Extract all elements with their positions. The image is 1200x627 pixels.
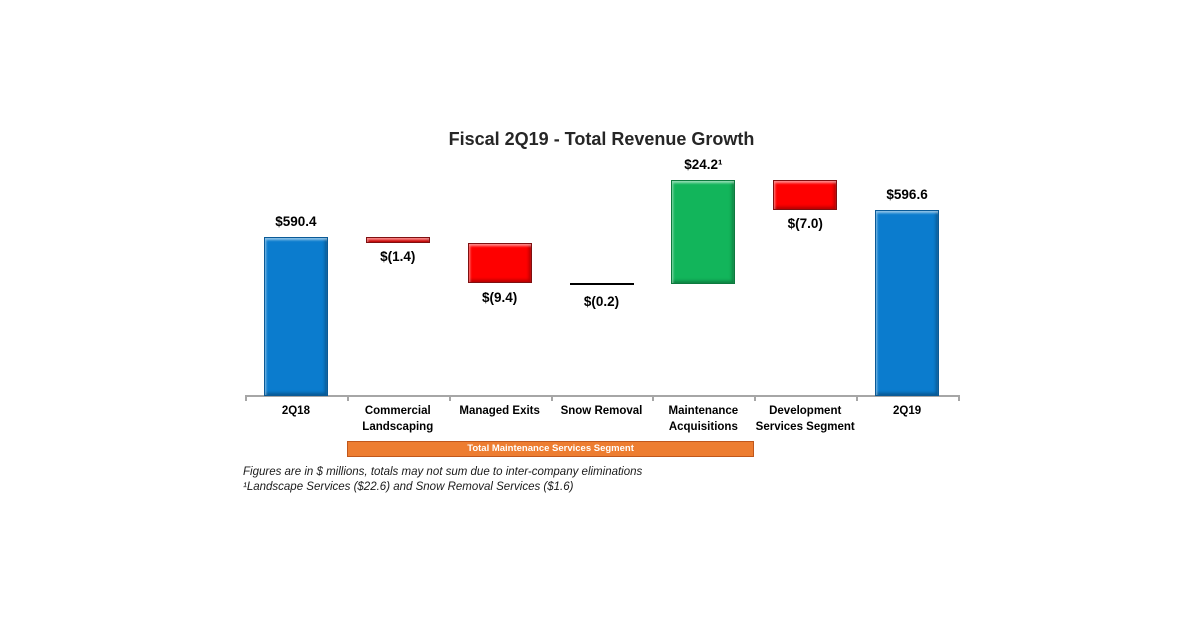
value-label-development-services-segment: $(7.0) [787, 216, 823, 232]
bar-2q19 [875, 210, 940, 396]
footnote-units: Figures are in $ millions, totals may no… [243, 466, 643, 478]
x-axis-line [245, 395, 959, 397]
value-label-commercial-landscaping: $(1.4) [380, 248, 416, 264]
category-label-development-services-segment: Development Services Segment [755, 405, 855, 433]
bar-managed-exits [467, 242, 532, 284]
bar-commercial-landscaping [365, 236, 430, 243]
value-label-2q18: $590.4 [275, 213, 317, 229]
axis-tick [652, 395, 655, 401]
axis-tick [346, 395, 349, 401]
maintenance-segment-banner-label: Total Maintenance Services Segment [467, 443, 634, 454]
category-label-commercial-landscaping: Commercial Landscaping [362, 405, 434, 433]
category-label-2q19: 2Q19 [892, 405, 922, 417]
axis-tick [550, 395, 553, 401]
axis-tick [754, 395, 757, 401]
flat-bar-snow-removal [569, 282, 634, 285]
value-label-snow-removal: $(0.2) [583, 294, 620, 310]
category-label-2q18: 2Q18 [281, 405, 310, 417]
maintenance-segment-banner: Total Maintenance Services Segment [346, 441, 755, 457]
value-label-managed-exits: $(9.4) [482, 289, 518, 305]
category-label-managed-exits: Managed Exits [459, 405, 540, 417]
value-label-maintenance-acquisitions: $24.2¹ [684, 157, 723, 173]
axis-tick [856, 395, 859, 401]
bar-maintenance-acquisitions [671, 180, 736, 285]
category-label-maintenance-acquisitions: Maintenance Acquisitions [668, 405, 739, 433]
value-label-2q19: $596.6 [886, 187, 928, 203]
footnote-detail: ¹Landscape Services ($22.6) and Snow Rem… [243, 481, 574, 493]
axis-tick [958, 395, 960, 401]
bar-development-services-segment [773, 180, 838, 211]
bar-2q18 [263, 236, 328, 396]
category-label-snow-removal: Snow Removal [560, 405, 643, 417]
axis-tick [245, 395, 247, 401]
axis-tick [448, 395, 451, 401]
chart-title: Fiscal 2Q19 - Total Revenue Growth [448, 129, 755, 149]
